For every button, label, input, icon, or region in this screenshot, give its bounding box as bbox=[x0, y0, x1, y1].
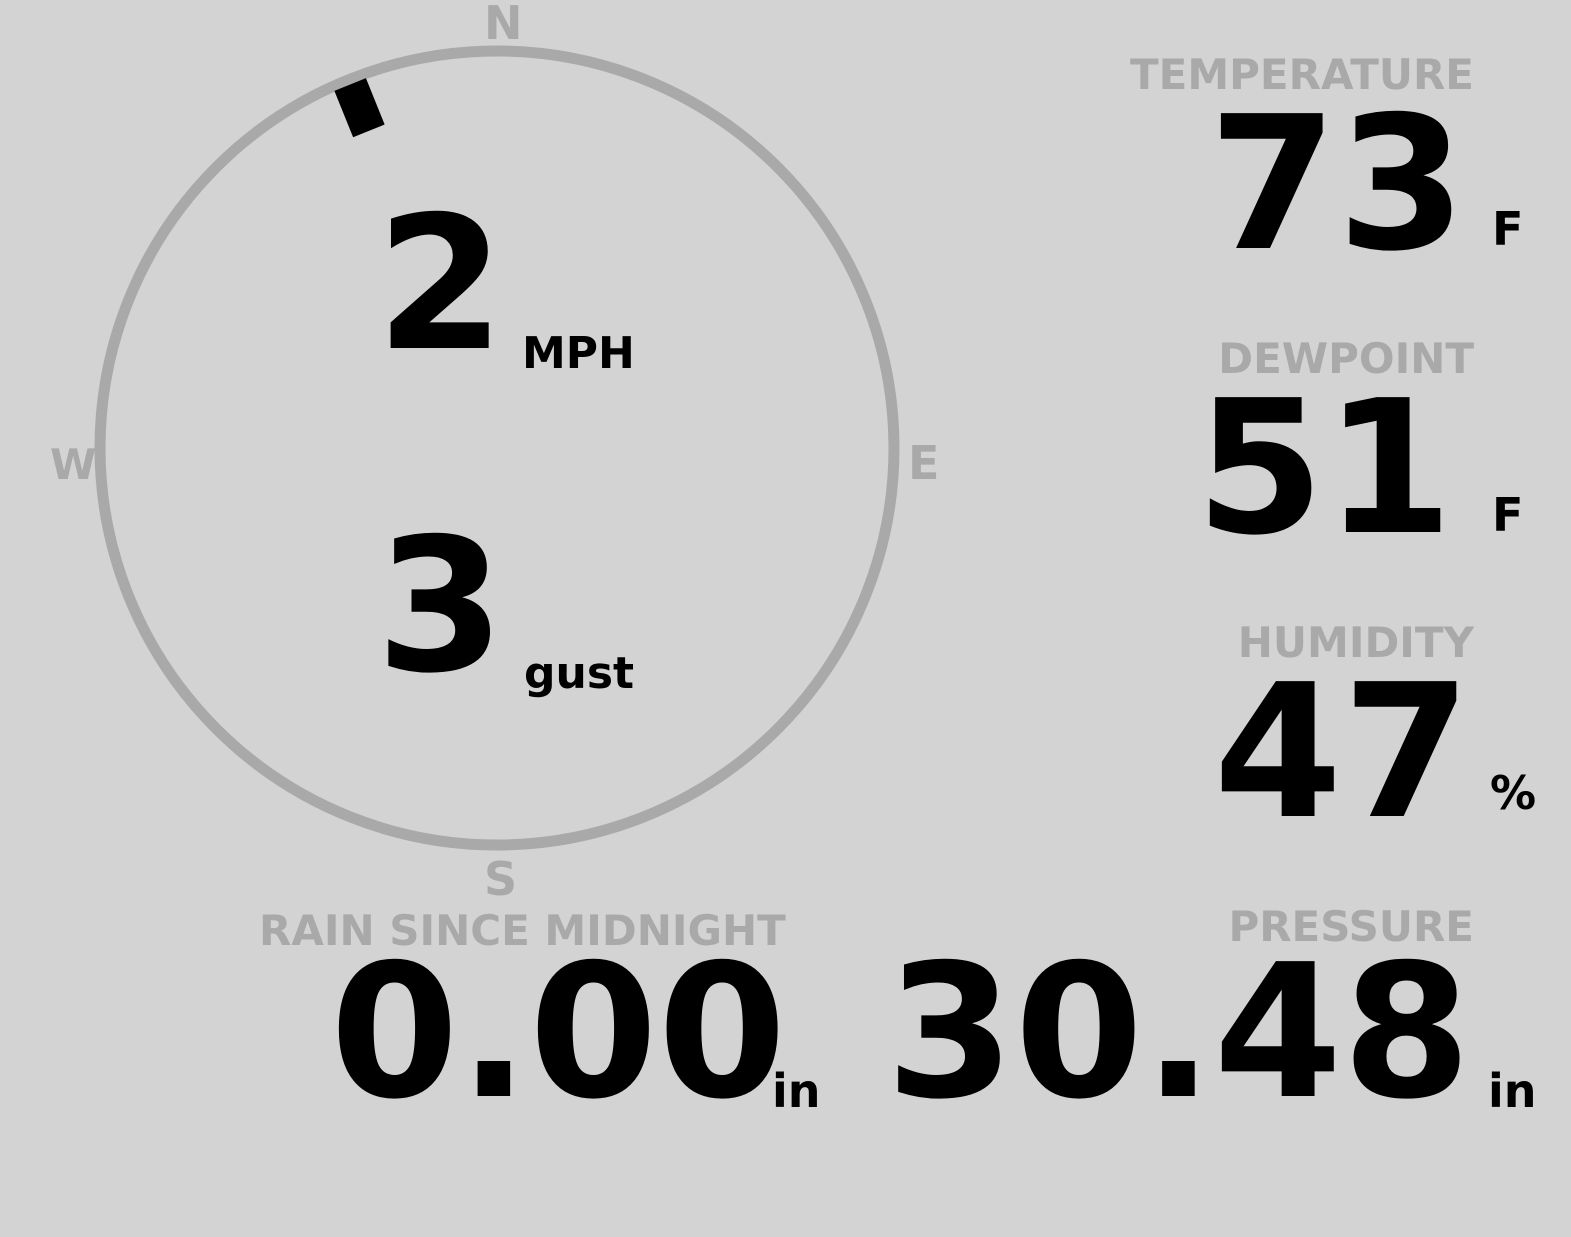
pressure-value: 30.48 bbox=[885, 924, 1471, 1140]
compass-ring bbox=[94, 45, 900, 851]
wind-speed-unit: MPH bbox=[522, 328, 635, 379]
compass-west-label: W bbox=[50, 440, 97, 489]
humidity-unit: % bbox=[1490, 766, 1537, 820]
pressure-label: PRESSURE bbox=[1228, 902, 1474, 951]
wind-direction-marker bbox=[334, 78, 385, 138]
wind-gust-unit: gust bbox=[524, 648, 635, 699]
temperature-label: TEMPERATURE bbox=[1130, 50, 1474, 99]
rain-value: 0.00 bbox=[330, 924, 787, 1140]
wind-speed-value: 2 bbox=[376, 176, 505, 392]
dewpoint-value: 51 bbox=[1195, 360, 1453, 576]
pressure-unit: in bbox=[1488, 1064, 1537, 1118]
rain-unit: in bbox=[772, 1064, 821, 1118]
compass-east-label: E bbox=[908, 436, 940, 490]
temperature-unit: F bbox=[1492, 202, 1524, 256]
humidity-value: 47 bbox=[1213, 644, 1471, 860]
compass-south-label: S bbox=[484, 852, 518, 906]
rain-label: RAIN SINCE MIDNIGHT bbox=[259, 906, 786, 955]
wind-gust-value: 3 bbox=[376, 498, 505, 714]
humidity-label: HUMIDITY bbox=[1237, 618, 1474, 667]
compass-north-label: N bbox=[484, 0, 523, 50]
dewpoint-unit: F bbox=[1492, 488, 1524, 542]
dewpoint-label: DEWPOINT bbox=[1218, 334, 1474, 383]
temperature-value: 73 bbox=[1208, 76, 1466, 292]
